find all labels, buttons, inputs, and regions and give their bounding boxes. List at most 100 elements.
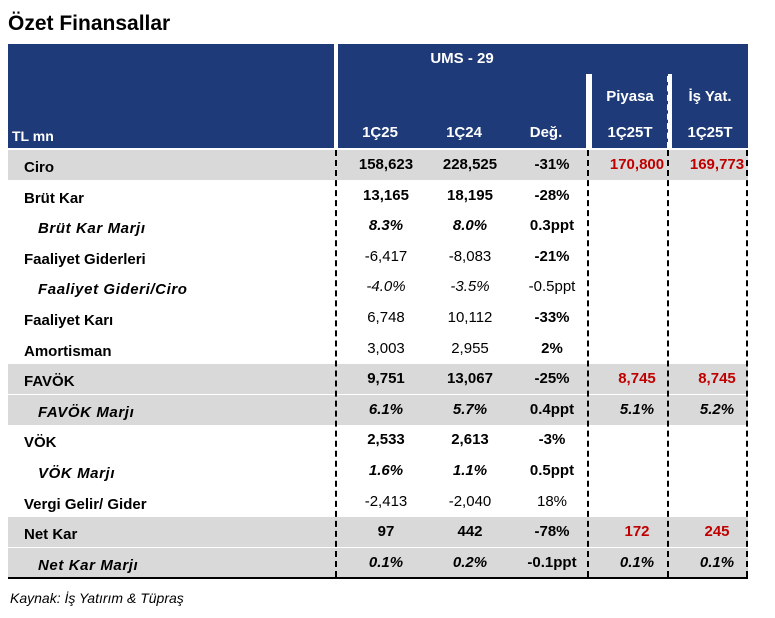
table-cell bbox=[599, 242, 675, 272]
row-label: Faaliyet Karı bbox=[24, 312, 114, 329]
row-label: Brüt Kar Marjı bbox=[38, 220, 146, 238]
row-label: FAVÖK bbox=[24, 373, 75, 391]
row-label: VÖK Marjı bbox=[38, 465, 116, 482]
table-cell: 0.1% bbox=[368, 553, 404, 571]
table-cell bbox=[599, 181, 675, 211]
row-label: Vergi Gelir/ Gider bbox=[24, 495, 147, 513]
table-cell: 3,003 bbox=[367, 339, 405, 357]
table-cell bbox=[679, 334, 755, 364]
table-cell: 10,112 bbox=[447, 309, 493, 326]
table-cell: -3% bbox=[538, 431, 566, 449]
table-cell: -78% bbox=[534, 523, 570, 541]
table-row: Faaliyet Karı 6,748 10,112 -33% bbox=[8, 303, 748, 333]
table-cell bbox=[679, 425, 755, 455]
table-row: Brüt Kar Marjı 8.3% 8.0% 0.3ppt bbox=[8, 211, 748, 241]
table-cell bbox=[599, 456, 675, 486]
table-cell: -2,413 bbox=[364, 492, 408, 510]
table-cell: 1.1% bbox=[452, 462, 488, 479]
table-cell: 1.6% bbox=[368, 462, 404, 479]
table-cell: 0.4ppt bbox=[529, 400, 575, 418]
table-cell: 245 bbox=[704, 523, 730, 541]
source-note: Kaynak: İş Yatırım & Tüpraş bbox=[10, 590, 184, 606]
table-cell: 8,745 bbox=[618, 370, 656, 388]
table-cell: 8,745 bbox=[698, 370, 736, 388]
table-cell: 170,800 bbox=[609, 156, 665, 173]
table-cell: -3.5% bbox=[450, 278, 490, 296]
table-cell: 5.2% bbox=[699, 400, 735, 418]
row-label: Faaliyet Giderleri bbox=[24, 250, 146, 268]
table-cell bbox=[599, 303, 675, 333]
header-separator bbox=[667, 76, 669, 148]
table-cell: 5.1% bbox=[619, 400, 655, 418]
table-row: Net Kar 97 442 -78% 172 245 bbox=[8, 517, 748, 548]
table-cell bbox=[599, 334, 675, 364]
row-label: FAVÖK Marjı bbox=[38, 403, 135, 421]
table-cell: -21% bbox=[534, 247, 570, 265]
table-cell: -4.0% bbox=[366, 278, 406, 296]
table-cell bbox=[599, 425, 675, 455]
table-cell: -6,417 bbox=[364, 247, 408, 265]
header-unit-label: TL mn bbox=[12, 128, 54, 144]
header-col-5: 1Ç25T bbox=[687, 124, 733, 141]
table-row: Net Kar Marjı 0.1% 0.2% -0.1ppt 0.1% 0.1% bbox=[8, 547, 748, 578]
table-bottom-border bbox=[8, 577, 748, 579]
table-cell: 5.7% bbox=[452, 400, 488, 418]
table-header-top-right-area bbox=[586, 44, 748, 74]
row-label: Faaliyet Gideri/Ciro bbox=[38, 281, 188, 299]
row-label: Brüt Kar bbox=[24, 189, 85, 207]
table-cell: 6.1% bbox=[368, 400, 404, 418]
row-label: VÖK bbox=[24, 434, 57, 452]
table-cell: 2,533 bbox=[367, 431, 405, 449]
table-cell: 9,751 bbox=[367, 370, 405, 388]
table-cell: 228,525 bbox=[442, 156, 498, 173]
table-cell: 0.3ppt bbox=[529, 217, 575, 235]
header-isyat-label: İş Yat. bbox=[688, 88, 732, 105]
column-separator bbox=[587, 150, 589, 577]
table-row: FAVÖK 9,751 13,067 -25% 8,745 8,745 bbox=[8, 364, 748, 395]
table-cell: 2,613 bbox=[451, 431, 489, 449]
table-cell: 158,623 bbox=[358, 156, 414, 173]
table-row: Vergi Gelir/ Gider -2,413 -2,040 18% bbox=[8, 487, 748, 517]
header-col-1: 1Ç25 bbox=[362, 124, 398, 141]
header-col-3: Değ. bbox=[529, 124, 563, 141]
column-separator bbox=[746, 150, 748, 577]
table-cell: 13,165 bbox=[363, 186, 409, 204]
table-header-piyasa-area bbox=[592, 74, 668, 148]
table-cell: -0.1ppt bbox=[527, 553, 577, 571]
table-cell: 172 bbox=[624, 523, 650, 541]
table-cell: 0.5ppt bbox=[529, 462, 575, 479]
table-cell: 6,748 bbox=[367, 309, 405, 326]
header-col-2: 1Ç24 bbox=[446, 124, 482, 141]
table-cell: 169,773 bbox=[689, 156, 745, 173]
table-row: Amortisman 3,003 2,955 2% bbox=[8, 334, 748, 364]
table-cell bbox=[599, 487, 675, 517]
table-cell: -25% bbox=[534, 370, 570, 388]
column-separator bbox=[667, 150, 669, 577]
table-cell: 0.1% bbox=[699, 553, 735, 571]
table-cell bbox=[679, 211, 755, 241]
table-cell bbox=[679, 181, 755, 211]
table-cell bbox=[599, 272, 675, 302]
table-cell: 13,067 bbox=[447, 370, 493, 388]
table-cell bbox=[599, 211, 675, 241]
table-cell: 2% bbox=[541, 339, 563, 357]
table-cell: 0.1% bbox=[619, 553, 655, 571]
table-cell: -33% bbox=[534, 309, 570, 326]
row-label: Net Kar bbox=[24, 526, 78, 544]
page-title: Özet Finansallar bbox=[8, 12, 171, 35]
table-cell: -28% bbox=[534, 186, 570, 204]
table-cell bbox=[679, 303, 755, 333]
table-row: Brüt Kar 13,165 18,195 -28% bbox=[8, 181, 748, 211]
table-row: VÖK 2,533 2,613 -3% bbox=[8, 425, 748, 455]
column-separator bbox=[335, 150, 337, 577]
table-header-ums-area bbox=[338, 44, 586, 148]
table-row: FAVÖK Marjı 6.1% 5.7% 0.4ppt 5.1% 5.2% bbox=[8, 394, 748, 425]
table-cell: -0.5ppt bbox=[528, 278, 576, 296]
table-row: Faaliyet Gideri/Ciro -4.0% -3.5% -0.5ppt bbox=[8, 272, 748, 302]
table-header-label-area bbox=[8, 44, 334, 148]
table-cell: 18% bbox=[536, 492, 568, 510]
table-row: Ciro 158,623 228,525 -31% 170,800 169,773 bbox=[8, 150, 748, 180]
table-row: Faaliyet Giderleri -6,417 -8,083 -21% bbox=[8, 242, 748, 272]
table-cell bbox=[679, 242, 755, 272]
table-cell: -2,040 bbox=[448, 492, 492, 510]
